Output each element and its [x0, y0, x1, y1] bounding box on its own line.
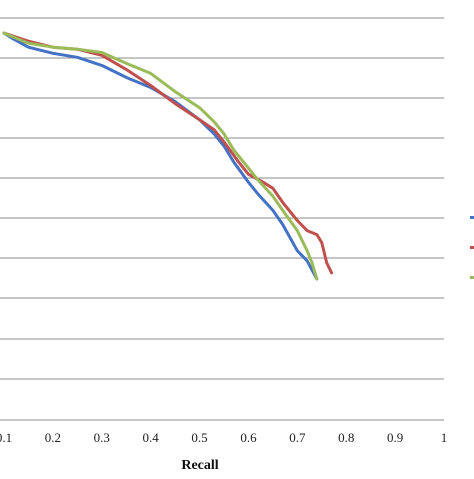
- x-axis: 0.1 0.2 0.3 0.4 0.5 0.6 0.7 0.8 0.9 1: [0, 419, 448, 445]
- x-tick-label: 0.6: [240, 430, 257, 445]
- x-tick-label: 0.5: [191, 430, 207, 445]
- x-axis-title: Recall: [181, 458, 218, 473]
- x-tick-label: 0.3: [94, 430, 110, 445]
- series-line: [2, 31, 319, 281]
- series-lines: [2, 31, 334, 281]
- legend-marker: [470, 216, 474, 219]
- legend-marker: [470, 246, 474, 249]
- x-tick-label: 0.7: [289, 430, 306, 445]
- x-tick-label: 0.8: [338, 430, 354, 445]
- legend-marker: [470, 276, 474, 279]
- series-line: [2, 31, 334, 275]
- series-line: [2, 31, 319, 281]
- legend-cropped: [470, 216, 474, 279]
- gridlines: [0, 17, 444, 380]
- x-tick-label: 0.2: [45, 430, 61, 445]
- x-tick-label: 1: [441, 430, 448, 445]
- x-tick-label: 0.9: [387, 430, 403, 445]
- x-tick-label: 0.4: [143, 430, 160, 445]
- x-tick-label: 0.1: [0, 430, 12, 445]
